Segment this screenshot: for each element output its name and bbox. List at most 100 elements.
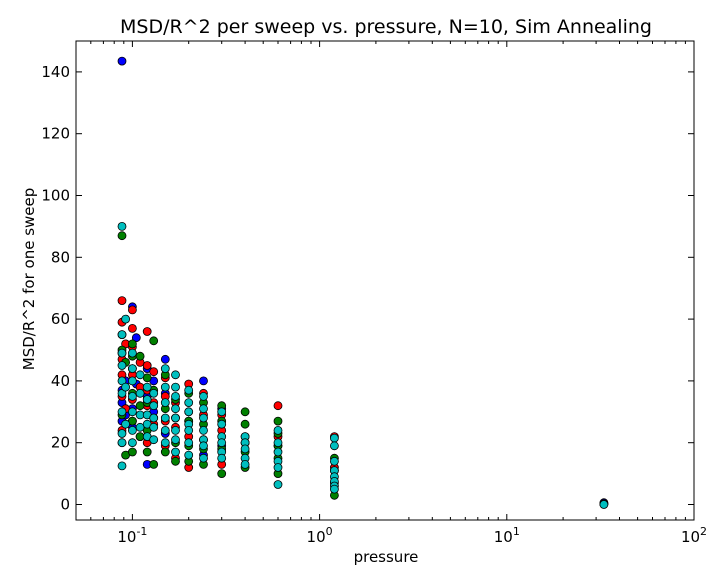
data-point [149,401,159,411]
data-point [117,407,127,417]
data-point [149,388,159,398]
data-point [171,413,180,423]
data-point [273,416,283,426]
y-axis-label: MSD/R^2 for one sweep [20,188,38,371]
data-point [329,484,339,494]
plot-frame [75,40,695,521]
data-point [142,327,152,336]
x-tick-label: 102 [681,525,707,546]
data-point [273,401,283,411]
x-axis-label: pressure [354,548,419,566]
data-point [135,388,145,398]
x-tick-label: 101 [494,525,520,546]
data-point [171,391,180,401]
data-point [171,404,180,414]
data-point [117,330,127,340]
data-point [273,447,283,457]
data-point [240,444,250,454]
data-point [142,361,152,370]
data-point [329,456,339,466]
y-tick-label: 100 [41,187,70,205]
data-point [217,419,227,429]
data-point [117,296,127,306]
data-point [149,422,159,432]
data-point [149,336,159,346]
data-point [217,438,227,448]
points-layer [117,56,609,509]
data-point [171,447,180,457]
data-point [149,459,159,469]
data-point [217,469,227,479]
data-point [171,382,180,392]
data-point [160,382,170,392]
data-point [127,348,137,358]
data-point [117,361,127,370]
data-point [127,425,137,435]
data-point [217,407,227,417]
data-point [199,453,208,463]
y-tick-label: 60 [51,310,70,328]
data-point [127,364,137,374]
data-point [240,419,250,429]
data-point [184,407,194,417]
data-point [184,425,194,435]
data-point [117,438,127,448]
data-point [121,382,130,392]
data-point [117,429,127,438]
data-point [149,435,159,445]
data-point [149,367,159,377]
data-point [127,305,137,315]
data-point [171,435,180,445]
data-point [127,407,137,417]
data-point [117,348,127,358]
data-point [142,447,152,457]
data-point [127,339,137,349]
y-tick-label: 140 [41,63,70,81]
x-tick-label: 100 [307,525,333,546]
data-point [273,480,283,489]
data-point [240,407,250,417]
data-point [127,376,137,386]
data-point [127,438,137,448]
data-point [149,413,159,423]
data-point [142,382,152,392]
data-point [199,391,208,401]
data-point [171,425,180,435]
data-point [160,425,170,435]
data-point [240,459,250,469]
x-tick-label: 10-1 [117,525,147,546]
data-point [142,395,152,404]
data-point [171,370,180,380]
data-point [117,56,127,66]
data-point [217,453,227,463]
chart-title: MSD/R^2 per sweep vs. pressure, N=10, Si… [120,16,652,38]
data-point [160,398,170,408]
data-point [184,398,194,408]
data-point [199,441,208,451]
data-point [121,419,130,429]
data-point [160,364,170,374]
y-tick-label: 80 [51,248,70,266]
tick-labels-layer: 0 20 40 60 80 100 120 140 10-1 100 101 102 [41,63,707,546]
data-point [273,438,283,448]
data-point [117,461,127,471]
data-point [160,413,170,423]
data-point [329,441,339,451]
data-point [199,425,208,435]
data-point [171,456,180,466]
data-point [160,447,170,457]
y-tick-label: 40 [51,372,70,390]
data-point [127,447,137,457]
y-tick-label: 0 [60,496,70,514]
data-point [117,231,127,241]
data-point [273,425,283,435]
data-point [199,376,208,386]
data-point [199,413,208,423]
data-point [273,463,283,472]
data-point [135,351,145,361]
data-point [127,323,137,333]
data-point [135,370,145,380]
data-point [131,333,141,343]
